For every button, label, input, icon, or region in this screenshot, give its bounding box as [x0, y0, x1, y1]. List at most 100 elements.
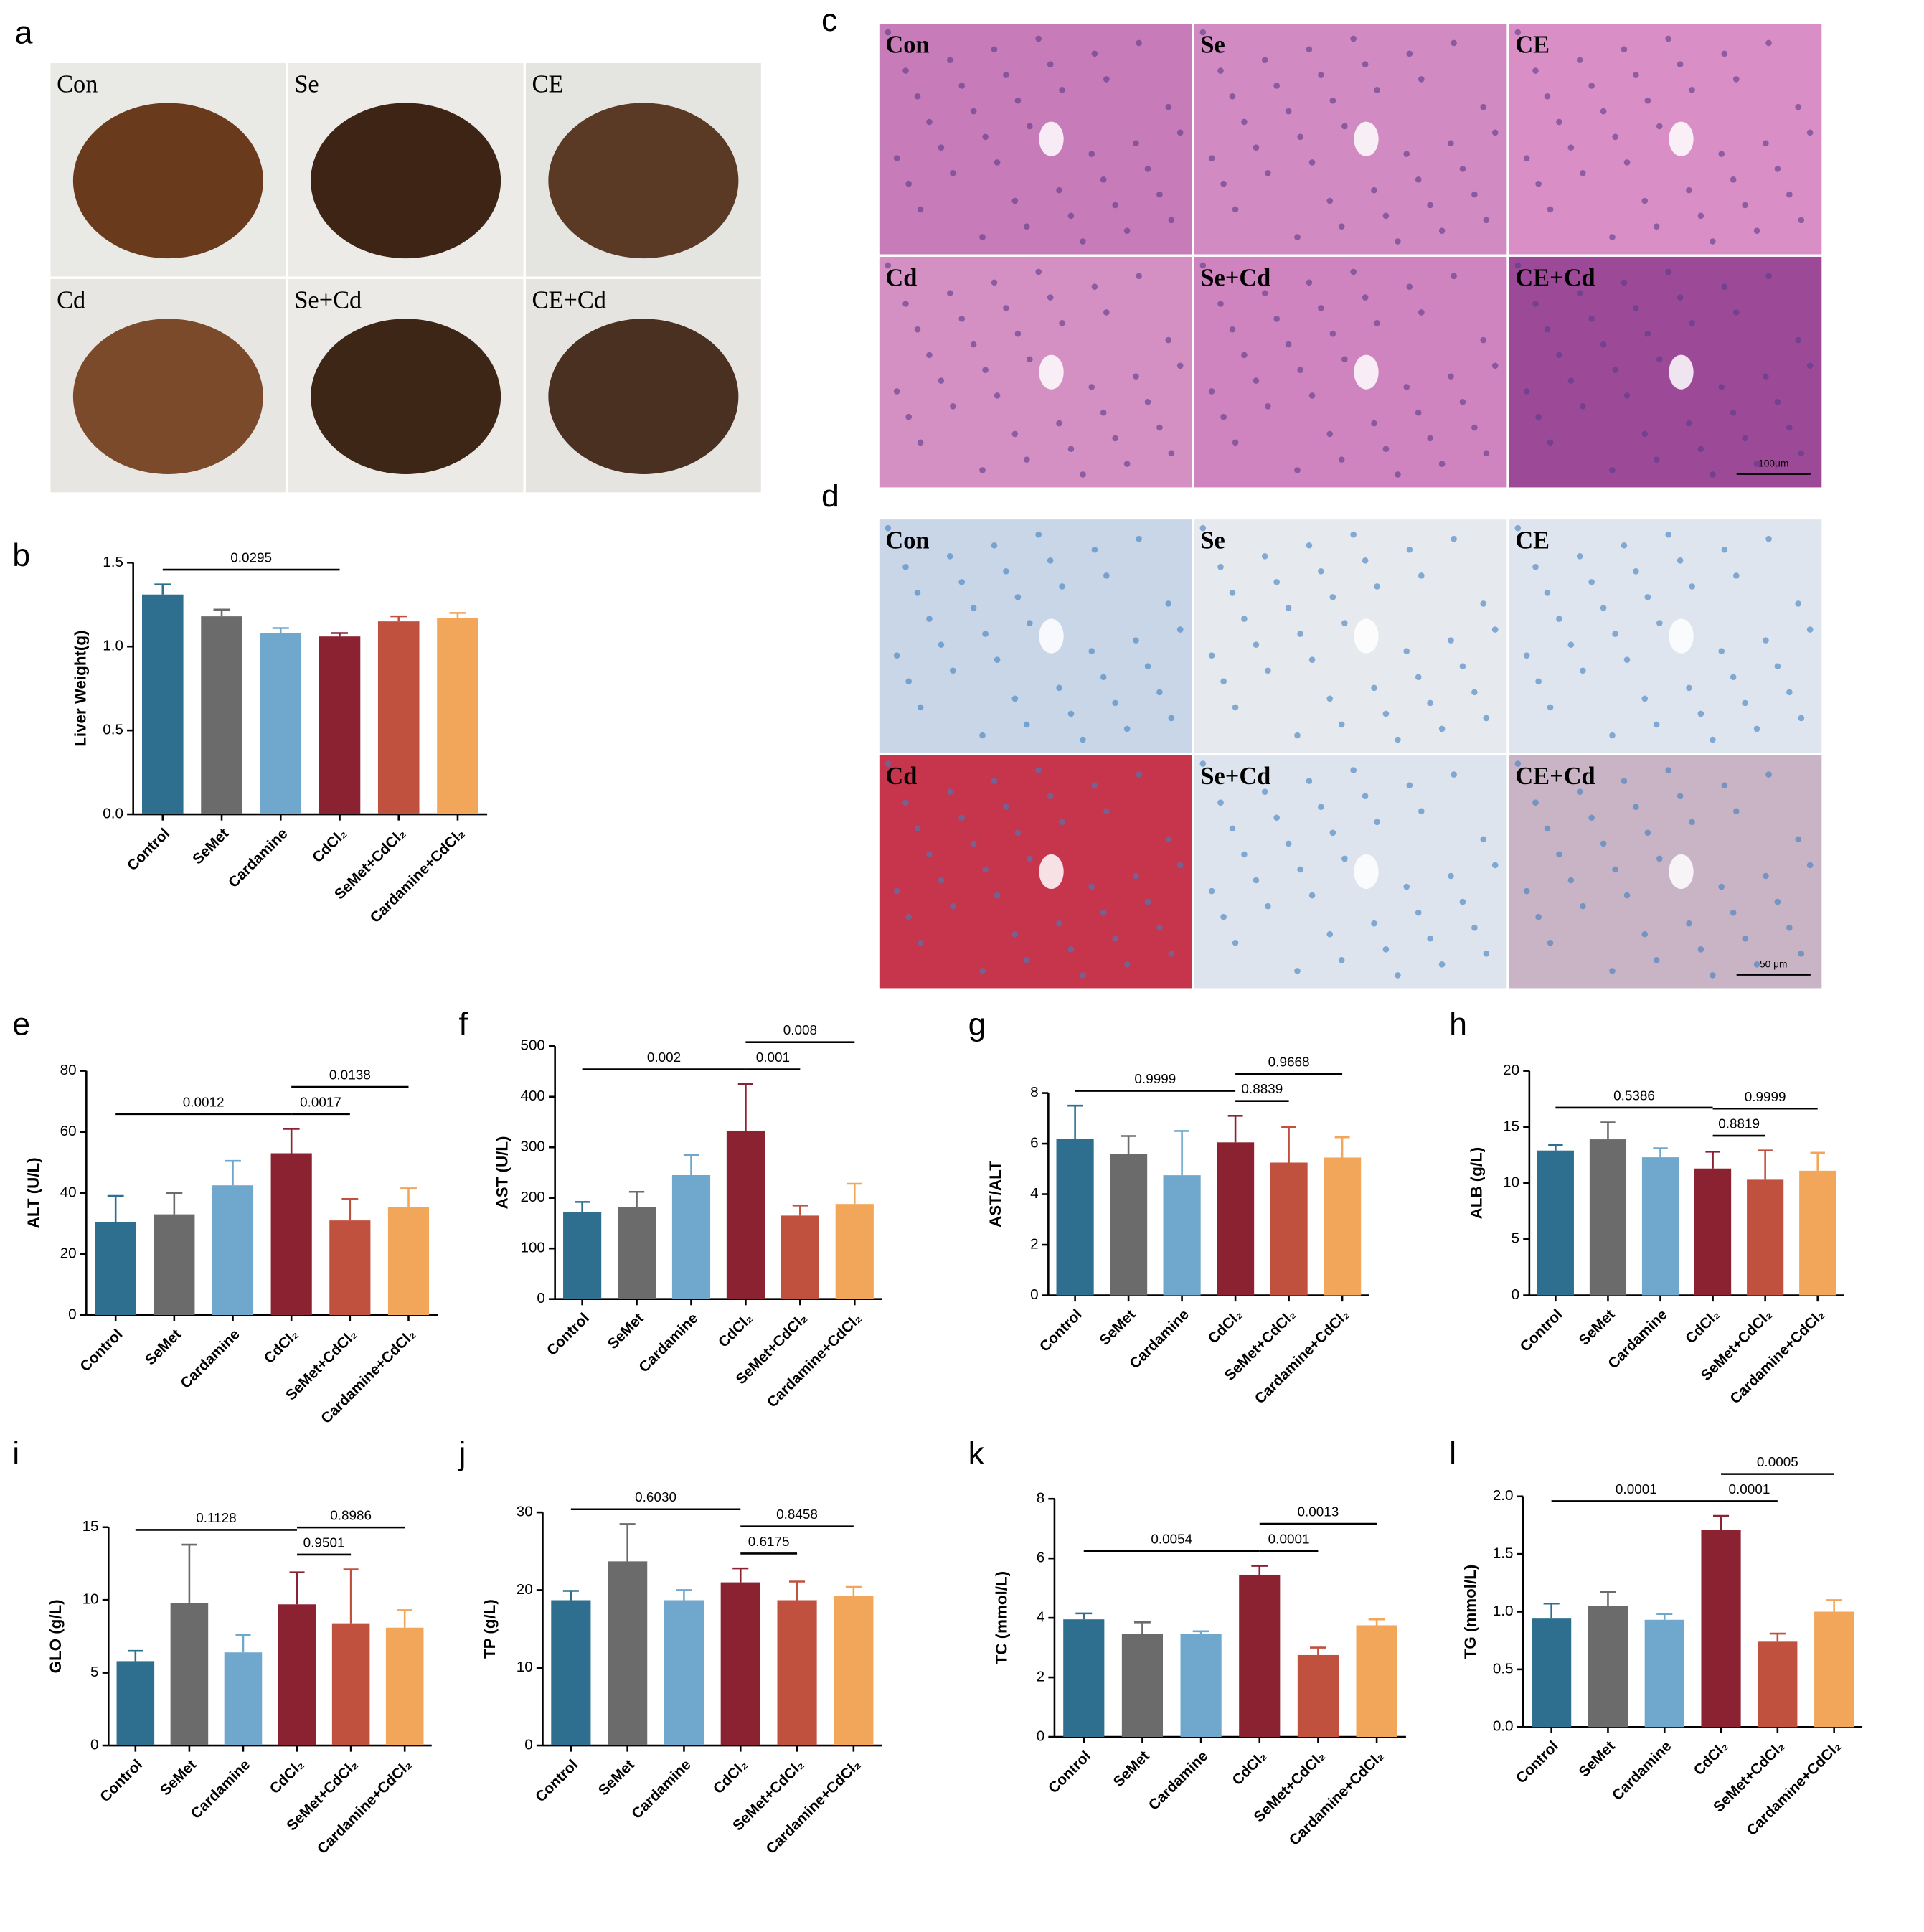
cell: [1798, 450, 1805, 457]
cell: [905, 413, 912, 420]
x-tick-label: CdCl₂: [309, 825, 350, 866]
x-tick-label: Cardamine: [628, 1756, 694, 1822]
error-bar: [166, 1192, 183, 1215]
y-tick-label: 6: [1030, 1135, 1038, 1151]
p-value: 0.0001: [1268, 1532, 1310, 1547]
vessel: [1669, 354, 1694, 390]
vessel: [1354, 121, 1379, 156]
cell: [1483, 217, 1490, 224]
cell: [1326, 430, 1334, 438]
error-bar: [1713, 1514, 1730, 1530]
photo-label: Se+Cd: [1200, 264, 1270, 291]
bar: [1641, 1157, 1679, 1296]
cell: [1600, 605, 1607, 611]
error-bar: [1227, 1115, 1243, 1143]
x-tick-label: SeMet: [157, 1756, 199, 1799]
cell: [1208, 155, 1215, 161]
cell: [1459, 166, 1466, 172]
cell: [1710, 736, 1716, 743]
liver: [72, 319, 263, 474]
cell: [1027, 855, 1033, 862]
cell: [1600, 108, 1607, 115]
error-bar: [343, 1568, 359, 1624]
cell: [1721, 546, 1728, 553]
cell: [1374, 319, 1380, 326]
cell: [1438, 725, 1446, 732]
cell: [1220, 413, 1227, 420]
liver: [311, 319, 501, 474]
y-tick-label: 0: [68, 1306, 76, 1322]
cell: [914, 326, 921, 333]
error-bar: [574, 1201, 590, 1212]
cell: [1588, 579, 1595, 585]
cell: [1382, 710, 1390, 717]
cell: [1199, 524, 1207, 532]
cell: [1514, 524, 1522, 532]
cell: [1403, 384, 1410, 390]
x-tick-label: SeMet: [1575, 1306, 1618, 1349]
cell: [1136, 535, 1142, 542]
cell: [1011, 930, 1019, 938]
cell: [1718, 883, 1725, 890]
cell: [1144, 663, 1151, 670]
cell: [1362, 294, 1369, 301]
bar: [835, 1204, 874, 1299]
bar: [1270, 1162, 1308, 1296]
cell: [1544, 590, 1551, 596]
cell: [1056, 684, 1062, 692]
cell: [982, 866, 989, 873]
cell: [905, 678, 912, 685]
cell: [1665, 531, 1671, 538]
cell: [1656, 620, 1663, 626]
cell: [1306, 542, 1313, 549]
cell: [1103, 572, 1110, 579]
cell: [1795, 600, 1801, 607]
bar: [1532, 1618, 1572, 1728]
bar: [224, 1652, 263, 1746]
cell: [917, 704, 924, 711]
cell: [1220, 678, 1227, 685]
cell: [1795, 336, 1801, 344]
y-axis-label: TC (mmol/L): [993, 1571, 1011, 1664]
y-tick-label: 0.0: [1493, 1718, 1514, 1735]
cell: [1556, 616, 1562, 622]
cell: [1406, 50, 1413, 57]
y-axis-label: AST/ALT: [986, 1161, 1004, 1227]
cell: [1806, 362, 1814, 369]
cell: [1795, 103, 1801, 110]
cell: [1567, 377, 1575, 384]
bar: [116, 1661, 155, 1746]
y-axis-label: Liver Weight(g): [71, 631, 89, 747]
cell: [1480, 600, 1487, 607]
cell: [1217, 564, 1224, 570]
cell: [1371, 420, 1377, 427]
cell: [1686, 187, 1692, 194]
p-value: 0.8839: [1241, 1082, 1283, 1097]
cell: [1306, 46, 1313, 53]
cell: [958, 83, 966, 89]
x-tick-label: Cardamine: [177, 1326, 243, 1392]
cell: [1544, 825, 1551, 832]
cell: [1588, 814, 1595, 821]
cell: [1471, 191, 1478, 198]
cell: [1059, 319, 1065, 326]
cell: [1144, 399, 1151, 405]
x-tick-label: Control: [77, 1326, 126, 1375]
cell: [1232, 939, 1239, 946]
panel-letter: f: [459, 1007, 468, 1042]
scale-label: 50 μm: [1760, 958, 1788, 969]
cell: [1362, 557, 1369, 564]
cell: [1047, 793, 1054, 799]
cell: [1576, 290, 1583, 296]
cell: [1742, 935, 1748, 942]
cell: [902, 564, 909, 570]
cell: [1100, 409, 1107, 416]
cell: [970, 341, 977, 348]
y-tick-label: 0: [90, 1737, 98, 1753]
cell: [1742, 699, 1748, 707]
panel-letter: a: [15, 15, 33, 50]
x-tick-label: SeMet: [189, 825, 232, 867]
vessel: [1669, 618, 1694, 654]
error-bar: [283, 1128, 300, 1154]
x-tick-label: Control: [1037, 1306, 1085, 1355]
